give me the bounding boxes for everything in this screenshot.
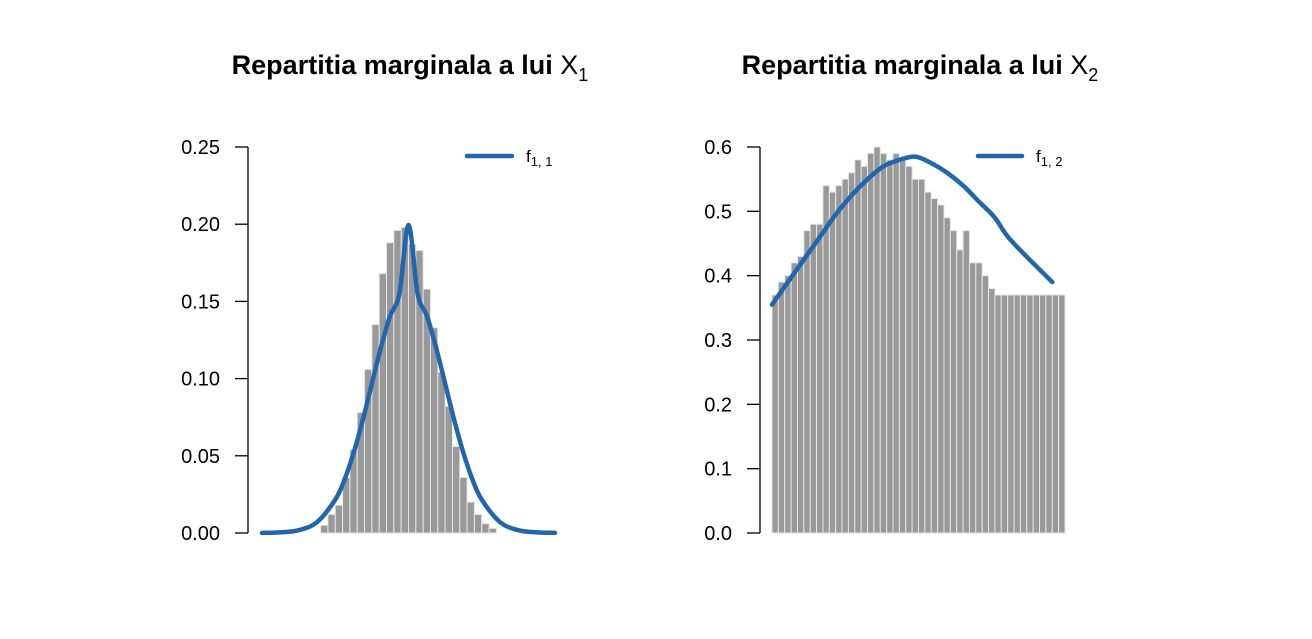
histogram-bar — [1007, 294, 1015, 534]
histogram-bar — [949, 230, 958, 534]
chart-title-x1: Repartitia marginala a lui X1 — [232, 50, 589, 85]
y-axis-x1: 0.00 0.05 0.10 0.15 0.20 0.25 — [181, 137, 249, 545]
histogram-bar — [981, 275, 990, 534]
histogram-bar — [320, 524, 329, 534]
histogram-bar — [386, 242, 395, 534]
histogram-bar — [968, 262, 977, 534]
histogram-bar — [930, 197, 939, 534]
legend-x1: f1, 1 — [464, 147, 552, 169]
histogram-bar — [911, 178, 920, 534]
density-curve-x2 — [769, 154, 1055, 307]
histogram-bar — [905, 165, 913, 534]
legend-label: f1, 2 — [1036, 147, 1062, 169]
histogram-bar — [956, 249, 964, 534]
y-axis-x2: 0.0 0.1 0.2 0.3 0.4 0.5 0.6 — [704, 137, 761, 545]
density-curve-x1 — [259, 222, 558, 536]
histogram-bar — [937, 204, 945, 534]
histogram-bar — [1058, 294, 1066, 534]
chart-title-text: Repartitia marginala a lui — [742, 50, 1071, 80]
histogram-bar — [854, 159, 862, 534]
histogram-bar — [879, 152, 888, 534]
chart-title-text: Repartitia marginala a lui — [232, 50, 561, 80]
histogram-bar — [488, 527, 497, 534]
histogram-bar — [334, 504, 344, 534]
histogram-bar — [790, 262, 798, 534]
histogram-bar — [1000, 294, 1009, 534]
y-tick-label: 0.10 — [181, 369, 220, 391]
y-tick-label: 0.20 — [181, 214, 220, 236]
histogram-bar — [924, 191, 932, 534]
histogram-bar — [1051, 294, 1060, 534]
histogram-bar — [828, 191, 837, 534]
legend-label: f1, 1 — [526, 147, 552, 169]
y-tick-label: 0.3 — [704, 330, 732, 352]
histogram-bar — [777, 281, 786, 534]
histogram-bar — [816, 223, 824, 534]
histogram-bar — [898, 159, 907, 534]
histogram-bar — [873, 146, 881, 534]
y-tick-label: 0.4 — [704, 266, 732, 288]
y-tick-label: 0.15 — [181, 291, 220, 313]
histogram-bar — [481, 523, 490, 534]
histogram-bar — [466, 501, 475, 534]
y-tick-label: 0.25 — [181, 137, 220, 159]
histogram-bar — [994, 294, 1002, 534]
histogram-bar — [437, 371, 446, 534]
histogram-bar — [847, 172, 856, 534]
chart-title-variable: X — [1070, 50, 1088, 80]
histogram-bar — [1039, 294, 1047, 534]
density-curve-line — [769, 154, 1055, 307]
histogram-bar — [822, 185, 830, 534]
chart-panel-x1: Repartitia marginala a lui X1 0.000.050.… — [181, 50, 588, 545]
histogram-bars-x2 — [771, 146, 1066, 534]
histogram-bar — [1013, 294, 1021, 534]
y-tick-label: 0.00 — [181, 523, 220, 545]
histogram-bar — [892, 152, 900, 534]
histogram-bar — [378, 273, 388, 534]
density-curve-line — [259, 222, 558, 536]
histogram-bar — [835, 185, 843, 534]
histogram-bar — [444, 405, 453, 534]
histogram-bar — [1026, 294, 1034, 534]
legend-x2: f1, 2 — [975, 147, 1062, 169]
histogram-bar — [771, 294, 779, 534]
histogram-bar — [451, 446, 461, 534]
chart-title-subscript: 2 — [1088, 65, 1098, 85]
y-tick-label: 0.6 — [704, 137, 732, 159]
y-tick-label: 0.2 — [704, 394, 732, 416]
chart-title-variable: X — [560, 50, 578, 80]
histogram-bar — [860, 165, 869, 534]
histogram-bar — [962, 230, 970, 534]
histogram-bar — [1045, 294, 1053, 534]
chart-panel-x2: Repartitia marginala a lui X2 0.00.10.20… — [704, 50, 1098, 545]
histogram-bar — [327, 513, 336, 534]
histogram-bar — [473, 513, 483, 534]
histogram-bar — [784, 275, 792, 534]
histogram-bars-x1 — [320, 226, 497, 534]
histogram-bar — [796, 255, 805, 534]
histogram-bar — [918, 178, 926, 534]
histogram-bar — [1032, 294, 1041, 534]
y-tick-label: 0.1 — [704, 459, 732, 481]
y-tick-label: 0.5 — [704, 201, 732, 223]
histogram-bar — [809, 223, 818, 534]
y-tick-label: 0.05 — [181, 446, 220, 468]
y-tick-label: 0.0 — [704, 523, 732, 545]
histogram-bar — [459, 476, 468, 534]
chart-title-subscript: 1 — [578, 65, 588, 85]
histogram-bar — [988, 288, 996, 534]
histogram-bar — [1019, 294, 1028, 534]
histogram-bar — [841, 178, 849, 534]
histogram-bar — [886, 159, 894, 534]
histogram-bar — [943, 217, 951, 534]
histogram-bar — [867, 152, 875, 534]
chart-title-x2: Repartitia marginala a lui X2 — [742, 50, 1099, 85]
histogram-bar — [975, 262, 983, 534]
histogram-bar — [803, 230, 811, 534]
